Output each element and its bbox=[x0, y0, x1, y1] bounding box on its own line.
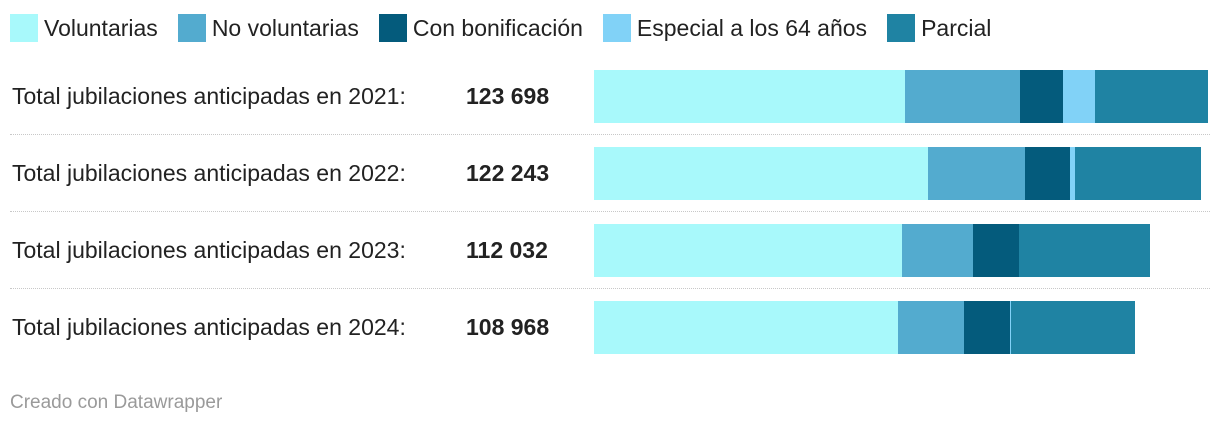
bar-segment bbox=[594, 224, 902, 277]
bar-segment bbox=[1009, 301, 1011, 354]
row-total-value: 123 698 bbox=[466, 83, 550, 109]
stacked-bar bbox=[594, 147, 1208, 200]
credit-footer: Creado con Datawrapper bbox=[10, 392, 223, 413]
row-total-value: 112 032 bbox=[466, 237, 548, 263]
legend-label: Especial a los 64 años bbox=[636, 15, 868, 41]
bar-segment bbox=[927, 147, 1026, 200]
legend-item: Especial a los 64 años bbox=[602, 14, 868, 42]
legend-swatch bbox=[602, 14, 631, 42]
legend-swatch bbox=[378, 14, 407, 42]
chart-row: Total jubilaciones anticipadas en 2022: 1… bbox=[10, 135, 1210, 212]
legend-label: Voluntarias bbox=[44, 15, 158, 41]
bar-segment bbox=[973, 224, 1020, 277]
bar-segment bbox=[1025, 147, 1070, 200]
legend-swatch bbox=[10, 14, 38, 42]
chart-rows: Total jubilaciones anticipadas en 2021: 1… bbox=[10, 58, 1210, 365]
legend-swatch bbox=[177, 14, 206, 42]
chart-row: Total jubilaciones anticipadas en 2021: 1… bbox=[10, 58, 1210, 135]
bar-segment bbox=[594, 70, 906, 123]
legend-swatch bbox=[887, 14, 916, 42]
legend-item: No voluntarias bbox=[177, 14, 359, 42]
bar-segment bbox=[1069, 147, 1075, 200]
bar-segment bbox=[1063, 70, 1095, 123]
legend-item: Parcial bbox=[887, 14, 991, 42]
legend-item: Con bonificación bbox=[378, 14, 583, 42]
legend-label: Parcial bbox=[921, 15, 992, 41]
row-total-value: 122 243 bbox=[466, 160, 550, 186]
legend-label: Con bonificación bbox=[412, 15, 583, 41]
bar-segment bbox=[1019, 224, 1151, 277]
stacked-bar bbox=[594, 301, 1208, 354]
bar-segment bbox=[1019, 70, 1064, 123]
bar-segment bbox=[1010, 301, 1135, 354]
legend-label: No voluntarias bbox=[211, 15, 359, 41]
row-label: Total jubilaciones anticipadas en 2022: bbox=[12, 160, 406, 186]
row-total-value: 108 968 bbox=[466, 314, 550, 340]
stacked-bar bbox=[594, 70, 1208, 123]
bar-segment bbox=[963, 301, 1010, 354]
stacked-bar bbox=[594, 224, 1208, 277]
bar-segment bbox=[594, 147, 928, 200]
bar-segment bbox=[1094, 70, 1208, 123]
legend-item: Voluntarias bbox=[10, 14, 158, 42]
bar-segment bbox=[1074, 147, 1201, 200]
chart-row: Total jubilaciones anticipadas en 2024: 1… bbox=[10, 289, 1210, 365]
row-label: Total jubilaciones anticipadas en 2021: bbox=[12, 83, 406, 109]
row-label: Total jubilaciones anticipadas en 2023: bbox=[12, 237, 406, 263]
chart-row: Total jubilaciones anticipadas en 2023: 1… bbox=[10, 212, 1210, 289]
bar-segment bbox=[594, 301, 898, 354]
bar-segment bbox=[901, 224, 974, 277]
row-label: Total jubilaciones anticipadas en 2024: bbox=[12, 314, 406, 340]
chart-legend: Voluntarias No voluntarias Con bonificació… bbox=[10, 13, 1011, 43]
bar-segment bbox=[897, 301, 964, 354]
bar-segment bbox=[905, 70, 1020, 123]
